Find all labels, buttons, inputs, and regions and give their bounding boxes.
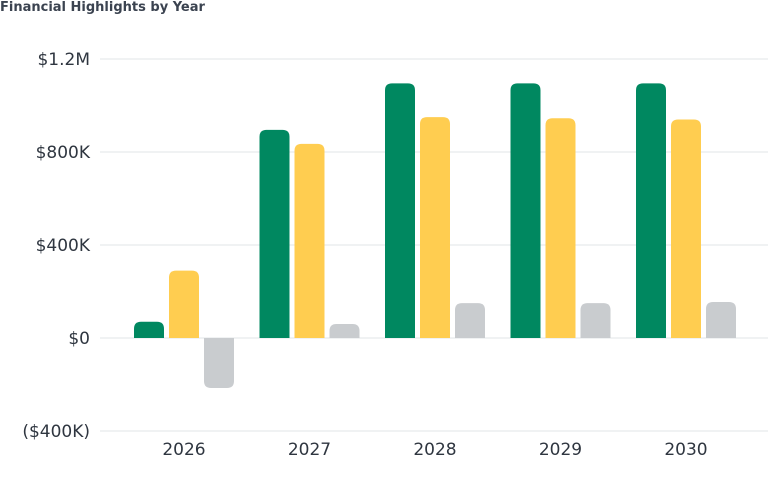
x-tick-label: 2028 (413, 440, 456, 460)
y-tick-label: ($400K) (22, 422, 90, 442)
y-tick-label: $1.2M (37, 50, 90, 70)
bar-2028-series-3 (455, 303, 485, 338)
bar-2030-series-1 (636, 83, 666, 338)
bar-2029-series-2 (545, 118, 576, 338)
bar-2026-series-3 (204, 338, 234, 388)
bar-2027-series-2 (294, 143, 325, 338)
bar-2028-series-1 (385, 83, 415, 338)
bar-2030-series-3 (706, 301, 736, 338)
bar-2030-series-2 (671, 119, 701, 338)
x-tick-label: 2029 (539, 440, 582, 460)
bar-2029-series-3 (580, 303, 611, 338)
y-tick-label: $400K (36, 236, 91, 256)
chart-title: Financial Highlights by Year (0, 0, 205, 15)
bar-2026-series-1 (134, 321, 164, 338)
bar-2026-series-2 (169, 270, 199, 338)
bar-2029-series-1 (510, 83, 541, 338)
x-tick-label: 2026 (162, 440, 205, 460)
bars (134, 83, 736, 388)
bar-2027-series-3 (329, 324, 360, 338)
y-axis-ticks: $1.2M $800K $400K $0 ($400K) (22, 50, 91, 442)
y-tick-label: $0 (68, 329, 90, 349)
x-axis-ticks: 2026 2027 2028 2029 2030 (162, 440, 707, 460)
bar-2028-series-2 (420, 117, 450, 338)
x-tick-label: 2027 (288, 440, 331, 460)
y-tick-label: $800K (36, 143, 91, 163)
bar-2027-series-1 (259, 129, 290, 338)
x-tick-label: 2030 (664, 440, 707, 460)
